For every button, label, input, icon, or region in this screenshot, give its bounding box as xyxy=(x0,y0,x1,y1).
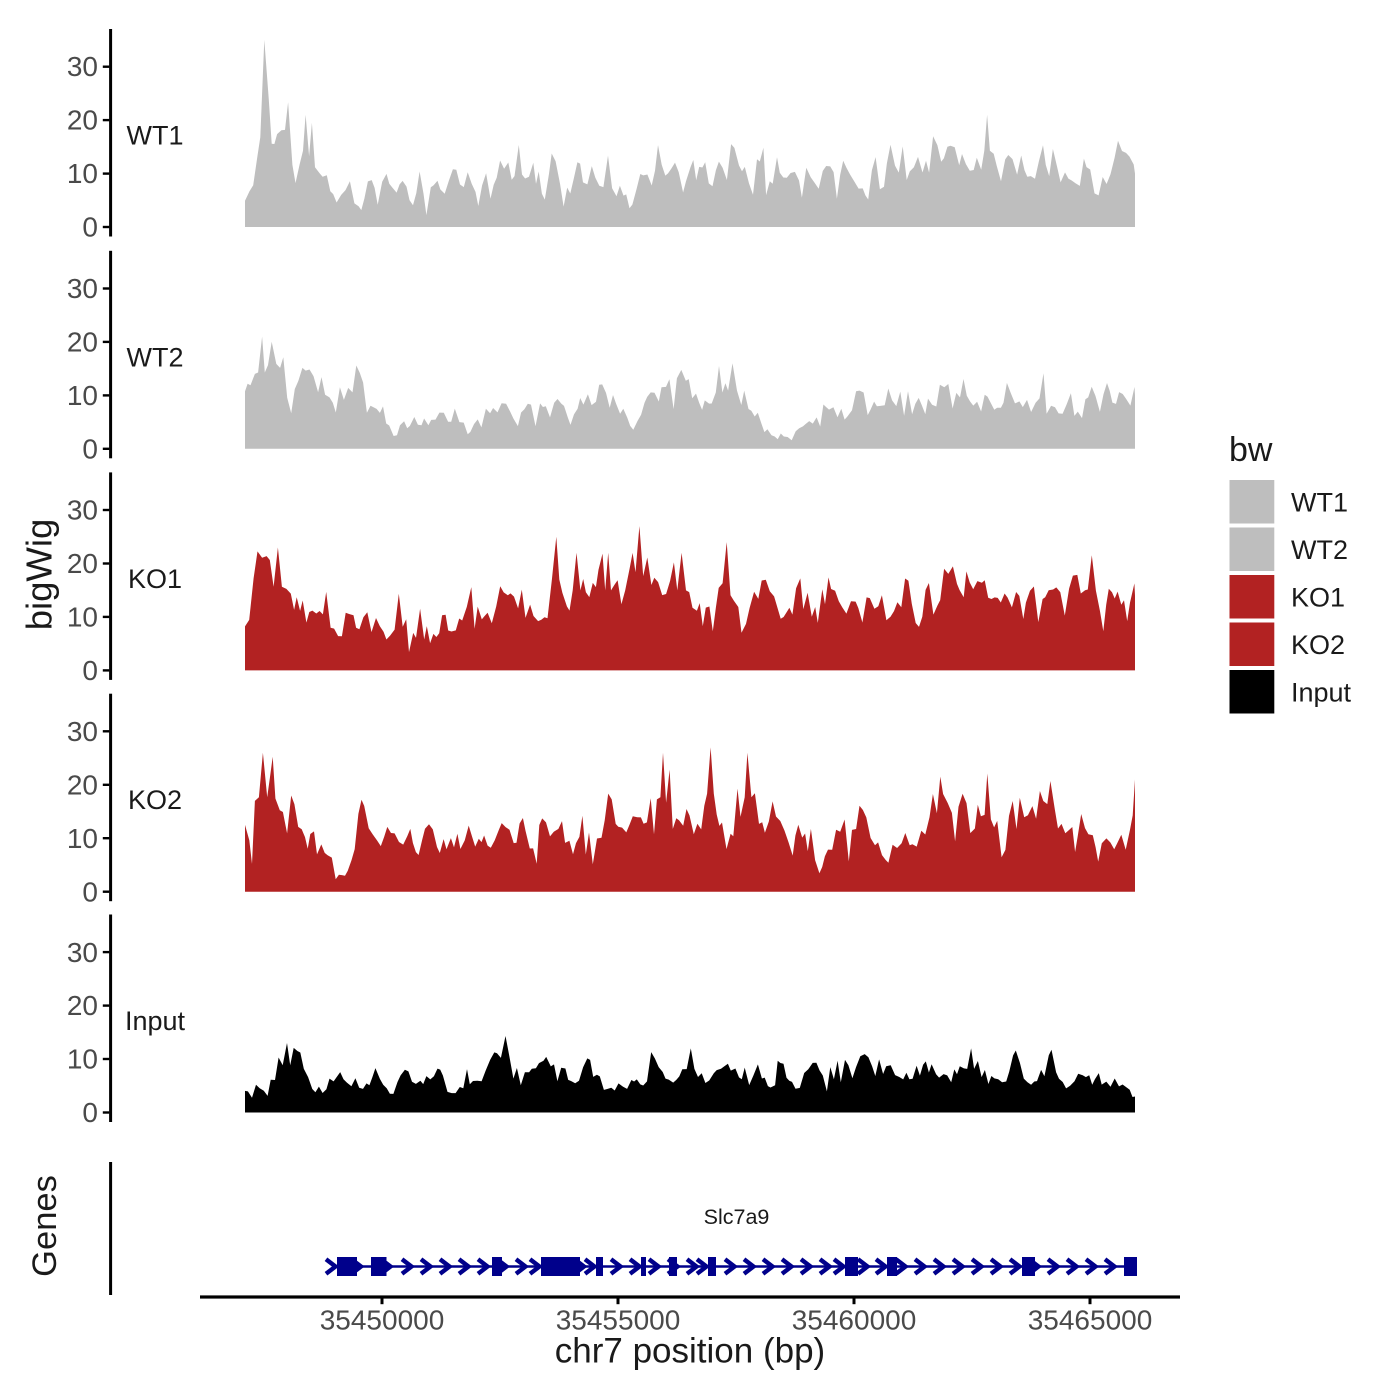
svg-text:0: 0 xyxy=(82,212,98,243)
svg-text:35450000: 35450000 xyxy=(320,1305,445,1336)
svg-text:20: 20 xyxy=(67,105,98,136)
svg-text:0: 0 xyxy=(82,1097,98,1128)
svg-text:30: 30 xyxy=(67,51,98,82)
svg-text:10: 10 xyxy=(67,602,98,633)
svg-text:Slc7a9: Slc7a9 xyxy=(704,1205,770,1229)
svg-text:10: 10 xyxy=(67,158,98,189)
svg-text:20: 20 xyxy=(67,769,98,800)
svg-text:30: 30 xyxy=(67,495,98,526)
svg-text:WT1: WT1 xyxy=(1291,487,1348,517)
svg-text:35460000: 35460000 xyxy=(792,1305,917,1336)
svg-text:10: 10 xyxy=(67,380,98,411)
svg-text:10: 10 xyxy=(67,823,98,854)
svg-text:0: 0 xyxy=(82,876,98,907)
svg-text:chr7 position (bp): chr7 position (bp) xyxy=(555,1332,825,1371)
svg-text:20: 20 xyxy=(67,548,98,579)
svg-text:35455000: 35455000 xyxy=(556,1305,681,1336)
svg-text:35465000: 35465000 xyxy=(1028,1305,1153,1336)
svg-text:10: 10 xyxy=(67,1044,98,1075)
svg-text:20: 20 xyxy=(67,990,98,1021)
svg-text:WT1: WT1 xyxy=(127,121,184,151)
svg-text:KO1: KO1 xyxy=(128,564,182,594)
svg-text:Input: Input xyxy=(1291,677,1352,707)
svg-text:20: 20 xyxy=(67,327,98,358)
svg-text:bigWig: bigWig xyxy=(18,519,59,631)
svg-text:Genes: Genes xyxy=(26,1175,64,1277)
svg-text:KO1: KO1 xyxy=(1291,582,1345,612)
svg-text:WT2: WT2 xyxy=(1291,535,1348,565)
svg-text:Input: Input xyxy=(125,1006,186,1036)
svg-text:KO2: KO2 xyxy=(1291,630,1345,660)
svg-text:0: 0 xyxy=(82,655,98,686)
svg-text:30: 30 xyxy=(67,273,98,304)
svg-text:30: 30 xyxy=(67,937,98,968)
svg-text:WT2: WT2 xyxy=(127,342,184,372)
svg-text:0: 0 xyxy=(82,433,98,464)
svg-text:bw: bw xyxy=(1229,431,1273,469)
svg-text:KO2: KO2 xyxy=(128,785,182,815)
svg-text:30: 30 xyxy=(67,716,98,747)
